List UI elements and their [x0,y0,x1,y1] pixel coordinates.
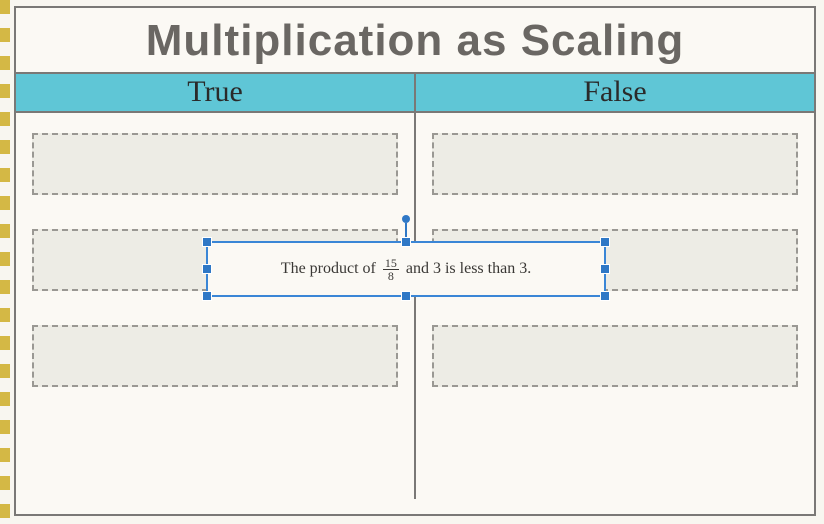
sorting-grid: The product of 158 and 3 is less than 3. [16,113,814,499]
statement-card[interactable]: The product of 158 and 3 is less than 3. [206,241,606,297]
column-false[interactable] [416,113,814,499]
resize-handle-ml[interactable] [202,264,212,274]
drop-slot[interactable] [432,325,798,387]
resize-handle-tc[interactable] [401,237,411,247]
resize-handle-tl[interactable] [202,237,212,247]
header-false: False [416,74,814,111]
fraction-denominator: 8 [386,270,396,282]
page-title: Multiplication as Scaling [16,8,814,72]
header-true: True [16,74,416,111]
resize-handle-tr[interactable] [600,237,610,247]
drop-slot[interactable] [432,133,798,195]
drop-slot[interactable] [32,133,398,195]
rotate-handle[interactable] [402,215,410,223]
drop-slot[interactable] [32,325,398,387]
resize-handle-mr[interactable] [600,264,610,274]
resize-handle-bc[interactable] [401,291,411,301]
resize-handle-br[interactable] [600,291,610,301]
column-true[interactable] [16,113,416,499]
fraction-numerator: 15 [383,257,399,270]
column-headers: True False [16,72,814,113]
screen-frame: Multiplication as Scaling True False The… [0,0,824,524]
resize-handle-bl[interactable] [202,291,212,301]
worksheet: Multiplication as Scaling True False The… [14,6,816,516]
card-text: The product of 158 and 3 is less than 3. [281,257,531,282]
fraction: 158 [383,257,399,282]
card-suffix: and 3 is less than 3. [402,260,531,277]
card-prefix: The product of [281,260,380,277]
